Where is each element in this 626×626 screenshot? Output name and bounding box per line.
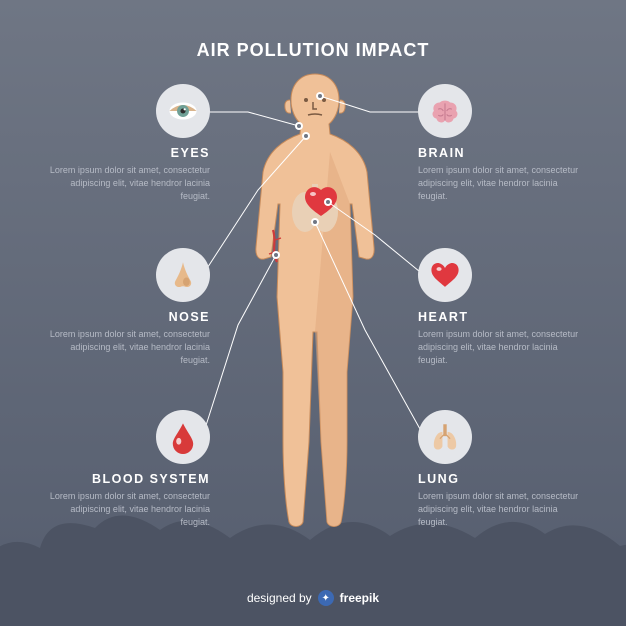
lung-icon xyxy=(418,410,472,464)
callout-nose: NOSE Lorem ipsum dolor sit amet, consect… xyxy=(40,248,210,367)
infographic-stage: AIR POLLUTION IMPACT EYES Lorem ipsum do… xyxy=(0,0,626,626)
callout-lung: LUNG Lorem ipsum dolor sit amet, consect… xyxy=(418,410,588,529)
callout-blood-label: BLOOD SYSTEM xyxy=(40,472,210,486)
human-body-figure xyxy=(253,72,377,530)
heart-icon xyxy=(418,248,472,302)
callout-nose-desc: Lorem ipsum dolor sit amet, consectetur … xyxy=(40,328,210,367)
callout-nose-label: NOSE xyxy=(40,310,210,324)
freepik-logo-icon: ✦ xyxy=(318,590,334,606)
attribution-prefix: designed by xyxy=(247,591,312,605)
attribution-brand: freepik xyxy=(340,591,379,605)
eye-icon xyxy=(156,84,210,138)
callout-eyes-label: EYES xyxy=(40,146,210,160)
callout-blood-desc: Lorem ipsum dolor sit amet, consectetur … xyxy=(40,490,210,529)
nose-icon xyxy=(156,248,210,302)
callout-eyes: EYES Lorem ipsum dolor sit amet, consect… xyxy=(40,84,210,203)
callout-lung-label: LUNG xyxy=(418,472,588,486)
callout-lung-desc: Lorem ipsum dolor sit amet, consectetur … xyxy=(418,490,588,529)
callout-heart-label: HEART xyxy=(418,310,588,324)
brain-icon xyxy=(418,84,472,138)
callout-heart: HEART Lorem ipsum dolor sit amet, consec… xyxy=(418,248,588,367)
callout-eyes-desc: Lorem ipsum dolor sit amet, consectetur … xyxy=(40,164,210,203)
callout-blood: BLOOD SYSTEM Lorem ipsum dolor sit amet,… xyxy=(40,410,210,529)
callout-heart-desc: Lorem ipsum dolor sit amet, consectetur … xyxy=(418,328,588,367)
attribution: designed by ✦ freepik xyxy=(0,590,626,606)
blood-icon xyxy=(156,410,210,464)
callout-brain: BRAIN Lorem ipsum dolor sit amet, consec… xyxy=(418,84,588,203)
callout-brain-desc: Lorem ipsum dolor sit amet, consectetur … xyxy=(418,164,588,203)
page-title: AIR POLLUTION IMPACT xyxy=(0,40,626,61)
callout-brain-label: BRAIN xyxy=(418,146,588,160)
